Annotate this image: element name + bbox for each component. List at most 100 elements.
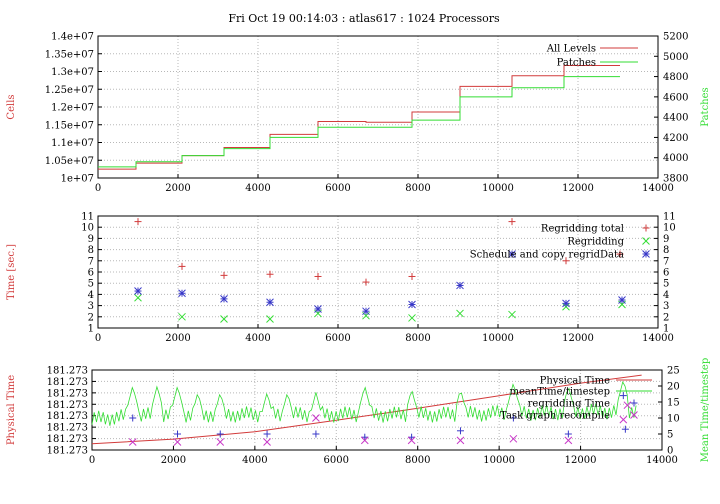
y2-tick-label: 3800 — [663, 174, 688, 185]
y2-tick-label: 5000 — [663, 52, 688, 63]
x-tick-label: 10000 — [482, 333, 514, 344]
y2-tick-label: 20 — [667, 382, 680, 393]
y2-tick-label: 10 — [667, 414, 680, 425]
x-tick-label: 2000 — [165, 333, 190, 344]
y2-tick-label: 5200 — [663, 32, 688, 43]
series-1-point-d2 — [456, 309, 464, 318]
x-tick-label: 6000 — [325, 333, 350, 344]
y-tick-label: 5 — [88, 279, 94, 290]
y2-tick-label: 7 — [663, 256, 669, 267]
y2-tick-label: 4200 — [663, 133, 688, 144]
legend-marker-d2 — [642, 237, 650, 245]
x-tick-label: 14000 — [642, 333, 674, 344]
x-tick-label: 8000 — [405, 455, 430, 466]
x-tick-label: 0 — [89, 455, 95, 466]
y-tick-label: 3 — [88, 301, 94, 312]
series-2-point-d2 — [220, 295, 228, 303]
x-tick-label: 6000 — [325, 183, 350, 194]
series-3-point-d2 — [564, 436, 573, 445]
y-tick-label: 1.1e+07 — [51, 138, 94, 149]
x-tick-label: 4000 — [242, 455, 267, 466]
y-tick-label: 1.15e+07 — [45, 120, 94, 131]
y-tick-label: 8 — [88, 245, 94, 256]
x-tick-label: 2000 — [161, 455, 186, 466]
x-tick-label: 8000 — [405, 183, 430, 194]
y-tick-label: 1.35e+07 — [45, 49, 94, 60]
y-tick-label: 181.273 — [47, 446, 88, 457]
y2-tick-label: 5 — [667, 430, 673, 441]
y2-tick-label: 4000 — [663, 153, 688, 164]
y-axis-label: Physical Time — [6, 375, 17, 445]
series-2-point-d2 — [362, 307, 370, 316]
series-1-point-d2 — [178, 312, 186, 321]
series-3-point-d2 — [623, 401, 632, 410]
figure-title: Fri Oct 19 00:14:03 : atlas617 : 1024 Pr… — [228, 12, 500, 25]
series-3-point-d2 — [360, 436, 369, 445]
y-tick-label: 9 — [88, 234, 94, 245]
y2-tick-label: 15 — [667, 398, 680, 409]
y-tick-label: 4 — [88, 290, 94, 301]
y-axis-label: Time [sec.] — [6, 244, 17, 300]
plot-frame — [97, 215, 659, 329]
y2-tick-label: 4600 — [663, 92, 688, 103]
legend-label: All Levels — [546, 44, 596, 55]
series-2-point-d2 — [266, 298, 274, 307]
y-tick-label: 10 — [81, 223, 94, 234]
y2-tick-label: 1 — [663, 324, 669, 335]
series-2-point-d2 — [508, 250, 516, 258]
y-tick-label: 6 — [88, 268, 94, 279]
legend-marker-d2 — [630, 411, 638, 419]
series-3-point-d2 — [619, 415, 628, 424]
legend-label: Regridding total — [541, 224, 624, 235]
series-0-step-line — [98, 64, 620, 170]
series-1-noisy-line — [91, 380, 637, 426]
y-tick-label: 181.273 — [47, 377, 88, 388]
regrid-time-panel: 0 2000 4000 6000 8000 10000 12000 1400012345678… — [6, 212, 676, 345]
y2-tick-label: 3 — [663, 301, 669, 312]
x-tick-label: 2000 — [165, 183, 190, 194]
legend-marker-d2 — [642, 250, 650, 258]
x-tick-label: 0 — [95, 333, 101, 344]
cells-patches-panel: 0 2000 4000 6000 8000 10000 12000 14000 1e+07 1.0… — [6, 32, 711, 195]
series-3-point-d2 — [263, 438, 271, 446]
legend-label: Task graph recompile — [500, 411, 610, 422]
y2-tick-label: 4800 — [663, 72, 688, 83]
x-tick-label: 8000 — [405, 333, 430, 344]
y2-axis-label: Patches — [700, 87, 711, 126]
x-tick-label: 10000 — [482, 183, 514, 194]
y2-tick-label: 25 — [667, 366, 680, 377]
y-tick-label: 181.273 — [47, 423, 88, 434]
x-tick-label: 6000 — [324, 455, 349, 466]
y-tick-label: 7 — [88, 256, 94, 267]
series-2-point-d2 — [178, 289, 186, 298]
series-2-point-d2 — [562, 299, 570, 308]
legend-label: Regridding — [567, 237, 624, 248]
series-3-point-d2 — [173, 438, 182, 446]
legend-label: Physical Time — [540, 376, 610, 387]
y2-axis-label: Mean Time/timestep — [700, 358, 711, 462]
y2-tick-label: 4400 — [663, 113, 688, 124]
series-3-point-d2 — [128, 438, 137, 446]
y-axis-label: Cells — [6, 94, 17, 119]
y2-tick-label: 0 — [667, 446, 673, 457]
x-tick-label: 14000 — [646, 455, 678, 466]
series-3-point-d2 — [216, 438, 225, 446]
series-1-point-d2 — [220, 315, 228, 323]
y-tick-label: 1.25e+07 — [45, 85, 94, 96]
series-2-point-d2 — [456, 281, 464, 290]
series-3-point-d2 — [407, 436, 416, 445]
x-tick-label: 4000 — [245, 183, 270, 194]
plot-frame — [91, 369, 663, 451]
y-tick-label: 11 — [81, 212, 94, 223]
series-1-point-d2 — [134, 293, 142, 302]
y-tick-label: 181.273 — [47, 388, 88, 399]
y-tick-label: 181.273 — [47, 411, 88, 422]
series-2-point-d2 — [408, 300, 416, 309]
legend-label: Patches — [557, 58, 596, 69]
y-tick-label: 1.4e+07 — [51, 32, 94, 43]
x-tick-label: 12000 — [562, 183, 594, 194]
series-3-point-d2 — [456, 436, 465, 445]
series-1-step-line — [98, 76, 620, 168]
y-tick-label: 2 — [88, 312, 94, 323]
